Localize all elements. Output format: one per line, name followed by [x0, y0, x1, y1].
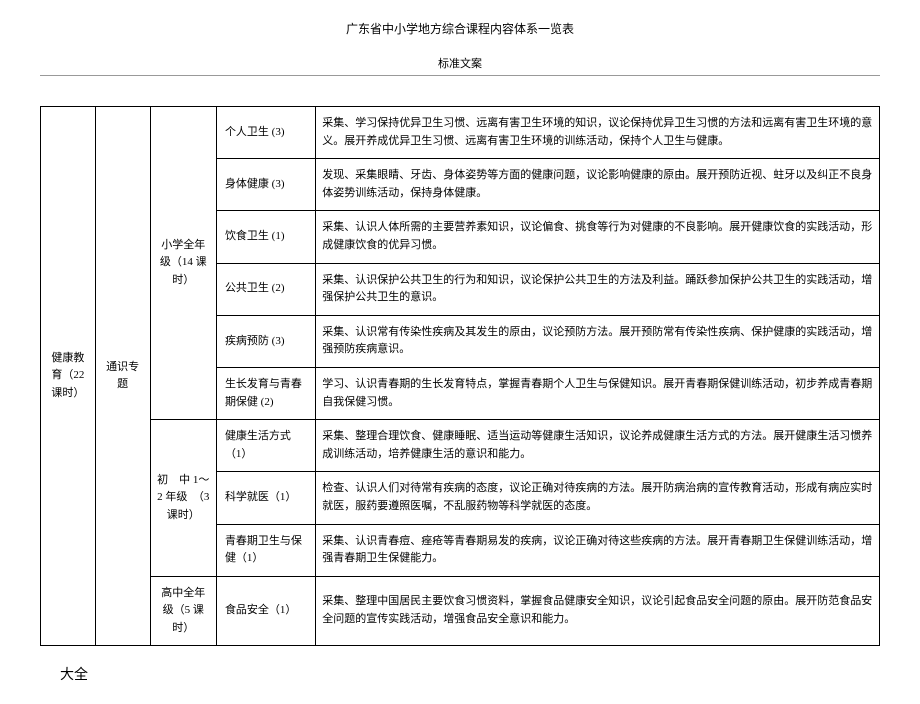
topic-cell: 生长发育与青春期保健 (2)	[216, 367, 315, 419]
desc-cell: 学习、认识青春期的生长发育特点，掌握青春期个人卫生与保健知识。展开青春期保健训练…	[316, 367, 880, 419]
grade-cell: 小学全年级（14 课时）	[150, 107, 216, 420]
desc-cell: 采集、认识保护公共卫生的行为和知识，议论保护公共卫生的方法及利益。踊跃参加保护公…	[316, 263, 880, 315]
topic-cell: 科学就医（1）	[216, 472, 315, 524]
grade-cell: 高中全年级（5 课时）	[150, 576, 216, 646]
desc-cell: 采集、学习保持优异卫生习惯、远离有害卫生环境的知识，议论保持优异卫生习惯的方法和…	[316, 107, 880, 159]
topic-cell: 身体健康 (3)	[216, 159, 315, 211]
grade-cell: 初 中 1～2 年级 （3 课时）	[150, 420, 216, 577]
table-row: 健康教育（22 课时）通识专题小学全年级（14 课时）个人卫生 (3)采集、学习…	[41, 107, 880, 159]
desc-cell: 采集、整理合理饮食、健康睡眠、适当运动等健康生活知识，议论养成健康生活方式的方法…	[316, 420, 880, 472]
desc-cell: 采集、整理中国居民主要饮食习惯资料，掌握食品健康安全知识，议论引起食品安全问题的…	[316, 576, 880, 646]
table-row: 高中全年级（5 课时）食品安全（1）采集、整理中国居民主要饮食习惯资料，掌握食品…	[41, 576, 880, 646]
header-rule	[40, 75, 880, 76]
type-cell: 通识专题	[95, 107, 150, 646]
topic-cell: 食品安全（1）	[216, 576, 315, 646]
topic-cell: 健康生活方式（1）	[216, 420, 315, 472]
topic-cell: 公共卫生 (2)	[216, 263, 315, 315]
desc-cell: 检查、认识人们对待常有疾病的态度，议论正确对待疾病的方法。展开防病治病的宣传教育…	[316, 472, 880, 524]
page-title: 广东省中小学地方综合课程内容体系一览表	[40, 20, 880, 37]
desc-cell: 采集、认识常有传染性疾病及其发生的原由，议论预防方法。展开预防常有传染性疾病、保…	[316, 315, 880, 367]
desc-cell: 发现、采集眼睛、牙齿、身体姿势等方面的健康问题，议论影响健康的原由。展开预防近视…	[316, 159, 880, 211]
topic-cell: 饮食卫生 (1)	[216, 211, 315, 263]
footer-note: 大全	[60, 664, 880, 684]
topic-cell: 青春期卫生与保健（1）	[216, 524, 315, 576]
curriculum-table: 健康教育（22 课时）通识专题小学全年级（14 课时）个人卫生 (3)采集、学习…	[40, 106, 880, 646]
topic-cell: 个人卫生 (3)	[216, 107, 315, 159]
desc-cell: 采集、认识人体所需的主要营养素知识，议论偏食、挑食等行为对健康的不良影响。展开健…	[316, 211, 880, 263]
desc-cell: 采集、认识青春痘、痤疮等青春期易发的疾病，议论正确对待这些疾病的方法。展开青春期…	[316, 524, 880, 576]
table-row: 初 中 1～2 年级 （3 课时）健康生活方式（1）采集、整理合理饮食、健康睡眠…	[41, 420, 880, 472]
topic-cell: 疾病预防 (3)	[216, 315, 315, 367]
page-subtitle: 标准文案	[40, 55, 880, 71]
category-cell: 健康教育（22 课时）	[41, 107, 96, 646]
